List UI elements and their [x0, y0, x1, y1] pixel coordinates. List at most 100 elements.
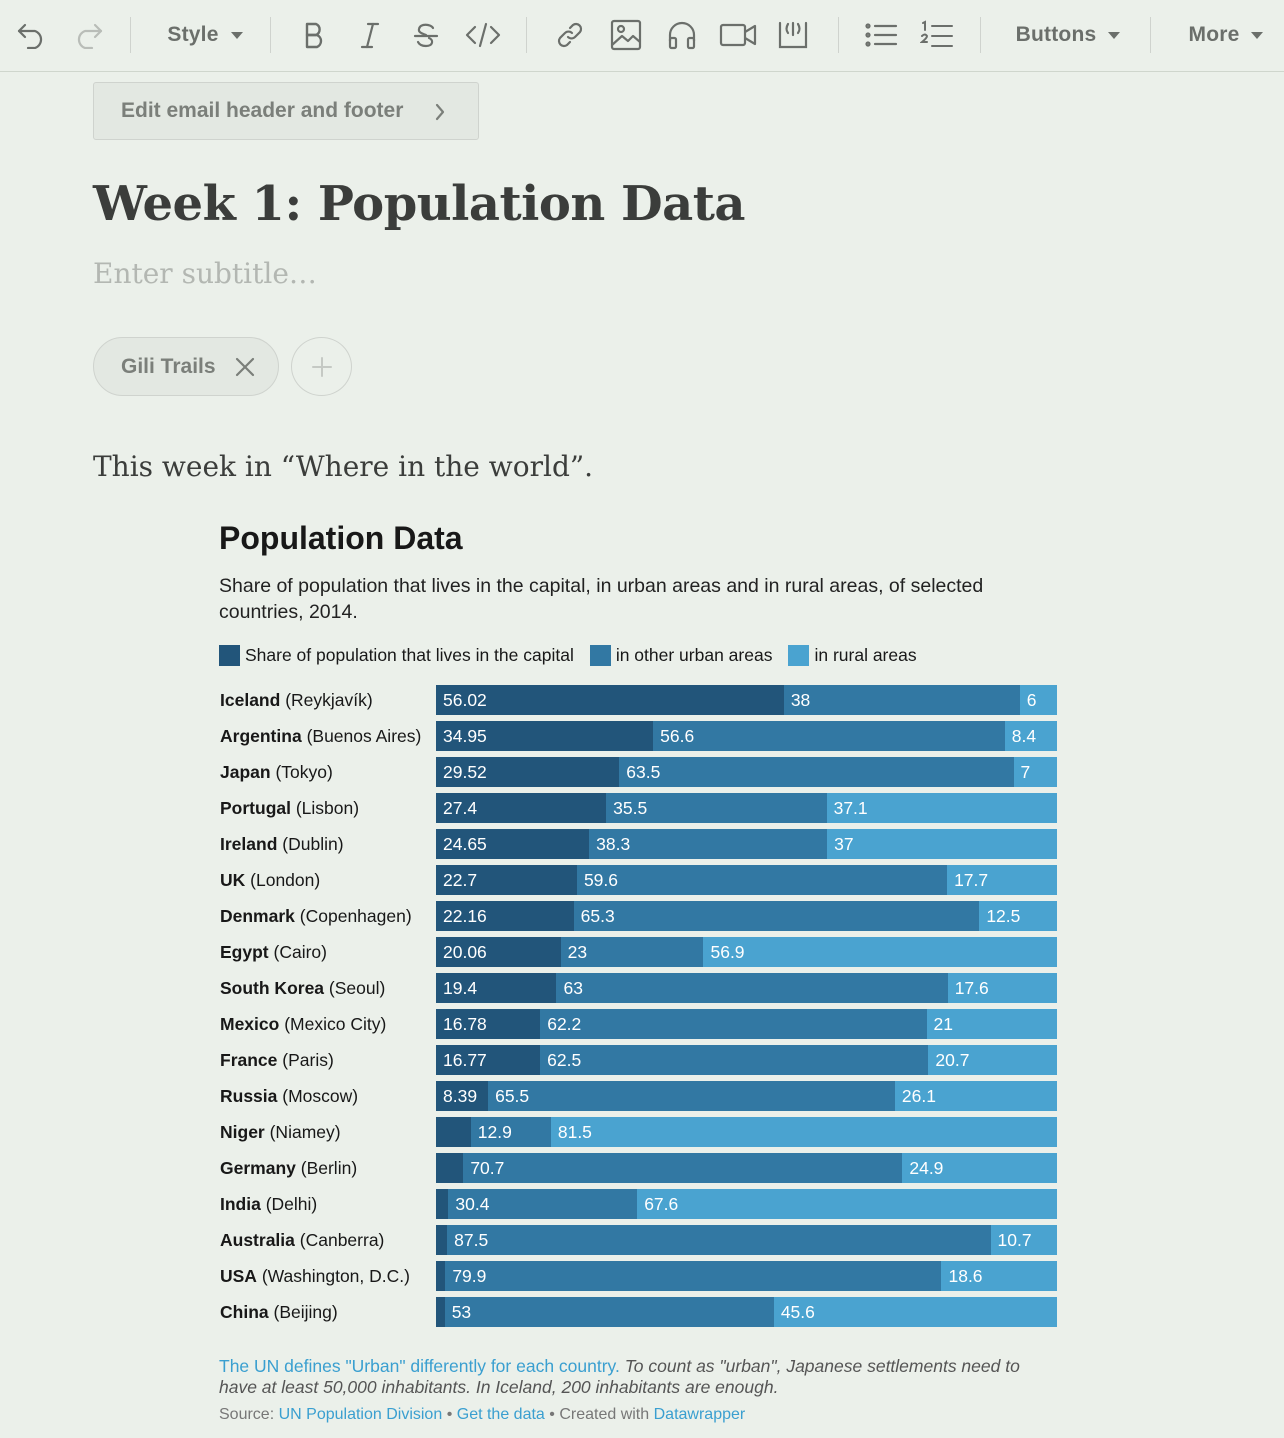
post-title[interactable]: Week 1: Population Data — [93, 176, 746, 232]
chart-subtitle: Share of population that lives in the ca… — [219, 575, 984, 623]
bar-value-label: 87.5 — [454, 1230, 489, 1250]
bar-segment: 63.5 — [619, 757, 1014, 787]
tag-label: Gili Trails — [121, 354, 216, 378]
bar-segment: 30.4 — [448, 1189, 638, 1219]
plus-icon — [311, 356, 332, 377]
stacked-bar: 53 45.6 — [436, 1297, 1057, 1327]
bar-segment: 23 — [560, 937, 704, 967]
bar-value-label: 65.5 — [495, 1086, 530, 1106]
undo-icon[interactable] — [12, 0, 52, 70]
capital-label: (Moscow) — [282, 1086, 359, 1106]
bar-segment: 37 — [827, 829, 1057, 859]
section-tag[interactable]: Gili Trails — [93, 337, 279, 396]
capital-label: (Copenhagen) — [299, 906, 412, 926]
capital-label: (Cairo) — [273, 942, 327, 962]
chart-row: Niger (Niamey) 12.9 81.5 — [219, 1117, 1057, 1147]
bulleted-list-icon[interactable] — [862, 0, 900, 70]
row-label: India (Delhi) — [220, 1189, 317, 1219]
bar-segment: 53 — [444, 1297, 774, 1327]
stacked-bar: 34.95 56.6 8.4 — [436, 721, 1057, 751]
chart-row: Russia (Moscow) 8.39 65.5 26.1 — [219, 1081, 1057, 1111]
body-paragraph[interactable]: This week in “Where in the world”. — [93, 450, 594, 483]
bar-segment — [436, 1117, 471, 1147]
bar-segment: 8.39 — [436, 1081, 489, 1111]
bar-value-label: 63.5 — [626, 762, 661, 782]
row-label: Argentina (Buenos Aires) — [220, 721, 421, 751]
video-icon[interactable] — [718, 0, 758, 70]
chart-row: Iceland (Reykjavík) 56.02 38 6 — [219, 685, 1057, 715]
bar-segment: 59.6 — [576, 865, 948, 895]
bar-value-label: 45.6 — [780, 1302, 815, 1322]
capital-label: (Buenos Aires) — [306, 726, 422, 746]
bar-segment: 34.95 — [436, 721, 654, 751]
bar-segment: 7 — [1013, 757, 1057, 787]
get-data-link[interactable]: Get the data — [456, 1406, 545, 1423]
capital-label: (Delhi) — [265, 1194, 318, 1214]
bar-value-label: 23 — [567, 942, 588, 962]
toolbar-separator — [980, 17, 981, 53]
bar-value-label: 35.5 — [613, 798, 648, 818]
stacked-bar: 22.16 65.3 12.5 — [436, 901, 1057, 931]
note-link[interactable]: The UN defines "Urban" differently for e… — [219, 1356, 620, 1376]
bar-value-label: 30.4 — [455, 1194, 490, 1214]
chart-row: India (Delhi) 30.4 67.6 — [219, 1189, 1057, 1219]
bar-value-label: 8.4 — [1011, 726, 1037, 746]
chart-row: Argentina (Buenos Aires) 34.95 56.6 8.4 — [219, 721, 1057, 751]
link-icon[interactable] — [552, 0, 588, 70]
more-dropdown[interactable]: More — [1178, 0, 1274, 70]
bar-segment: 56.6 — [653, 721, 1005, 751]
source-link[interactable]: UN Population Division — [278, 1406, 443, 1423]
bar-value-label: 37 — [834, 834, 854, 854]
legend-item: in other urban areas — [589, 644, 773, 666]
row-label: Germany (Berlin) — [220, 1153, 357, 1183]
subtitle-input[interactable]: Enter subtitle… — [93, 257, 317, 290]
audio-icon[interactable] — [664, 0, 700, 70]
bar-segment: 62.5 — [540, 1045, 929, 1075]
stacked-bar: 20.06 23 56.9 — [436, 937, 1057, 967]
bar-value-label: 81.5 — [557, 1122, 592, 1142]
bar-segment — [436, 1261, 446, 1291]
code-icon[interactable] — [462, 0, 504, 70]
bar-segment: 27.4 — [436, 793, 607, 823]
legend-label: in other urban areas — [615, 644, 773, 665]
country-label: Ireland — [220, 834, 278, 854]
bar-value-label: 19.4 — [443, 978, 478, 998]
image-icon[interactable] — [608, 0, 644, 70]
bar-segment: 56.9 — [703, 937, 1057, 967]
country-label: Niger — [220, 1122, 265, 1142]
bar-value-label: 59.6 — [583, 870, 619, 890]
style-dropdown[interactable]: Style — [160, 0, 250, 70]
bar-value-label: 7 — [1020, 762, 1031, 782]
bar-segment: 18.6 — [941, 1261, 1057, 1291]
bar-segment: 10.7 — [990, 1225, 1057, 1255]
stacked-bar: 87.5 10.7 — [436, 1225, 1057, 1255]
edit-header-footer-label: Edit email header and footer — [121, 99, 404, 122]
bar-value-label: 21 — [933, 1014, 954, 1034]
redo-icon[interactable] — [68, 0, 108, 70]
capital-label: (Paris) — [282, 1050, 334, 1070]
bar-value-label: 56.02 — [443, 690, 487, 710]
bar-segment: 35.5 — [606, 793, 827, 823]
country-label: Argentina — [220, 726, 302, 746]
strikethrough-icon[interactable] — [408, 0, 444, 70]
close-icon[interactable] — [234, 356, 256, 378]
italic-icon[interactable] — [354, 0, 386, 70]
embed-icon[interactable] — [774, 0, 812, 70]
editor-toolbar: Style Buttons More — [0, 0, 1284, 72]
chart-row: Mexico (Mexico City) 16.78 62.2 21 — [219, 1009, 1057, 1039]
add-tag-button[interactable] — [291, 337, 352, 396]
country-label: South Korea — [220, 978, 325, 998]
bar-segment: 45.6 — [773, 1297, 1057, 1327]
bar-segment: 17.6 — [947, 973, 1057, 1003]
bar-value-label: 65.3 — [580, 906, 615, 926]
chart-row: USA (Washington, D.C.) 79.9 18.6 — [219, 1261, 1057, 1291]
bold-icon[interactable] — [298, 0, 330, 70]
bar-value-label: 24.9 — [909, 1158, 944, 1178]
edit-header-footer-button[interactable]: Edit email header and footer — [93, 82, 479, 140]
row-label: Japan (Tokyo) — [220, 757, 333, 787]
chart-row: France (Paris) 16.77 62.5 20.7 — [219, 1045, 1057, 1075]
datawrapper-link[interactable]: Datawrapper — [653, 1406, 746, 1423]
bar-segment: 70.7 — [463, 1153, 903, 1183]
numbered-list-icon[interactable] — [918, 0, 956, 70]
buttons-dropdown[interactable]: Buttons — [1008, 0, 1128, 70]
